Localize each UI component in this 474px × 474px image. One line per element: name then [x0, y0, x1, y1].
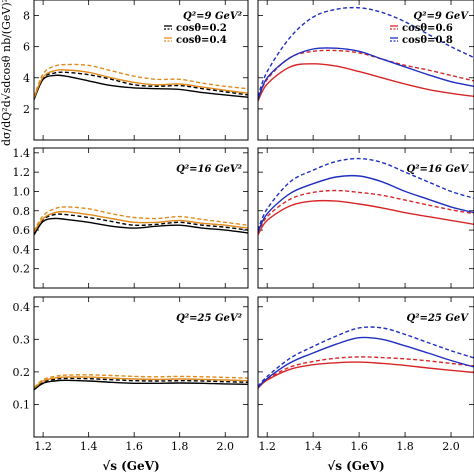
panel-frame: [33, 147, 249, 289]
y-tick-label: 6: [23, 41, 30, 54]
curves: [258, 157, 474, 236]
series-line-1: [34, 71, 248, 99]
y-tick-label: 0.4: [13, 243, 31, 256]
x-tick-label: 1.8: [171, 440, 189, 453]
panel-annotation: Q²=9 GeV²: [183, 11, 243, 22]
curves: [258, 326, 474, 389]
series-line-1: [34, 377, 248, 390]
legend-entry: cosθ=0.2: [176, 23, 227, 34]
x-tick-label: 1.4: [80, 440, 98, 453]
series-line-0: [258, 361, 474, 389]
x-tick-label: 1.2: [34, 440, 52, 453]
series-line-0: [34, 379, 248, 391]
legend-entry: cosθ=0.4: [176, 35, 227, 46]
series-line-0: [34, 74, 248, 100]
panel-left-middle: 0.2 0.4 0.6 0.8 1.0 1.2 1.4 Q²=16 GeV²: [13, 147, 249, 289]
series-line-0: [34, 217, 248, 236]
series-line-1: [258, 49, 474, 100]
panel-left-bottom: 0.1 0.2 0.3 0.4 Q²=25 GeV² 1.2 1.4 1.6 1.8 2.0 √s …: [13, 296, 249, 473]
x-tick-label: 2.0: [216, 440, 234, 453]
series-line-0: [258, 63, 474, 102]
y-tick-label: 0.8: [13, 205, 31, 218]
y-tick-label: 0.2: [13, 263, 31, 276]
series-line-2: [258, 336, 474, 388]
x-tick-label: 2.0: [442, 440, 460, 453]
series-line-0: [258, 199, 474, 236]
x-tick-label: 1.6: [350, 440, 368, 453]
series-line-1: [258, 189, 474, 234]
curves: [34, 374, 248, 391]
y-tick-label: 1.4: [13, 147, 31, 160]
series-line-2: [258, 47, 474, 100]
x-axis-label: √s (GeV): [327, 459, 384, 473]
legend-entry: cosθ=0.8: [402, 35, 453, 46]
y-tick-label: 1.0: [13, 185, 31, 198]
panel-annotation: Q²=25 GeV²: [176, 313, 243, 324]
y-axis-label: dσ/dQ²d√sdcosθ nb/(GeV)²: [0, 0, 13, 146]
panel-annotation: Q²=16 GeV²: [176, 164, 243, 175]
y-tick-label: 0.6: [13, 224, 31, 237]
series-line-3: [34, 63, 248, 97]
series-line-3: [258, 326, 474, 387]
panel-right-middle: Q²=16 GeV: [257, 147, 474, 289]
series-line-2: [34, 69, 248, 99]
legend-entry: cosθ=0.6: [402, 23, 453, 34]
y-tick-label: 0.1: [13, 398, 31, 411]
panel-frame: [33, 0, 249, 141]
y-tick-label: 2: [23, 103, 30, 116]
panel-annotation: Q²=25 GeV: [406, 313, 469, 324]
series-line-3: [258, 6, 474, 97]
x-axis-label: √s (GeV): [102, 459, 159, 473]
panel-frame: [257, 0, 474, 141]
panel-annotation: Q²=16 GeV: [406, 164, 469, 175]
curves: [34, 206, 248, 236]
x-tick-label: 1.4: [304, 440, 322, 453]
y-tick-label: 1.2: [13, 166, 31, 179]
panel-frame: [33, 296, 249, 438]
y-tick-label: 0.4: [13, 301, 31, 314]
y-tick-label: 0.3: [13, 333, 31, 346]
series-line-2: [258, 174, 474, 233]
series-line-1: [258, 356, 474, 389]
panel-frame: [257, 147, 474, 289]
series-line-2: [34, 210, 248, 233]
panel-right-bottom: Q²=25 GeV 1.2 1.4 1.6 1.8 2.0 √s (GeV): [257, 296, 474, 473]
curves: [258, 6, 474, 102]
x-tick-label: 1.6: [125, 440, 143, 453]
panel-annotation: Q²=9 GeV: [413, 11, 469, 22]
curves: [34, 63, 248, 100]
series-line-1: [34, 213, 248, 234]
series-line-3: [258, 157, 474, 231]
y-tick-label: 8: [23, 10, 30, 23]
panel-frame: [257, 296, 474, 438]
y-tick-label: 0.2: [13, 366, 31, 379]
x-tick-label: 1.2: [258, 440, 276, 453]
series-line-3: [34, 374, 248, 389]
x-tick-label: 1.8: [396, 440, 414, 453]
series-line-2: [34, 376, 248, 389]
series-line-3: [34, 206, 248, 232]
y-tick-label: 4: [23, 72, 30, 85]
